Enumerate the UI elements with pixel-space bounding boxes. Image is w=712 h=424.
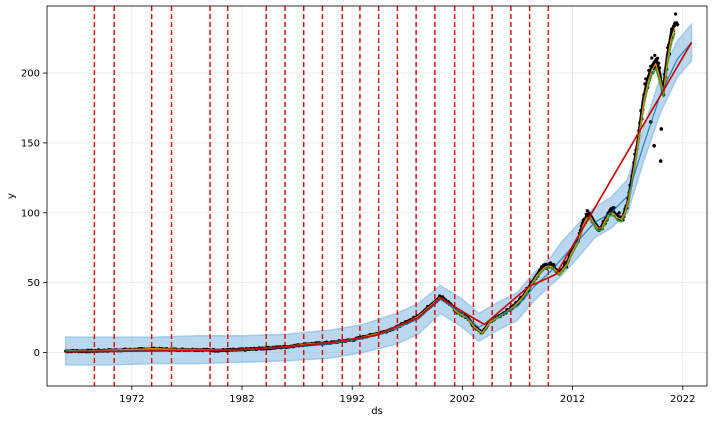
observed-point <box>652 143 656 148</box>
observed-point <box>650 56 654 60</box>
y-tick-label: 100 <box>21 208 40 219</box>
observed-point <box>649 64 653 68</box>
observed-point <box>658 159 663 163</box>
observed-point <box>585 209 589 213</box>
trend-path <box>65 41 693 353</box>
x-tick-label: 2012 <box>560 394 585 405</box>
observed-point <box>674 12 678 16</box>
observed-point <box>676 23 680 27</box>
x-tick-label: 2002 <box>450 394 475 405</box>
y-tick-label: 150 <box>21 138 40 149</box>
component-series-orange <box>65 27 676 352</box>
trend-line <box>65 41 693 353</box>
x-tick-label: 1992 <box>339 394 364 405</box>
x-tick-label: 1972 <box>119 394 144 405</box>
observed-point <box>617 211 621 215</box>
observed-point <box>647 68 651 72</box>
y-axis-ticks: 0 50 100 150 200 <box>21 69 47 359</box>
x-tick-label: 1982 <box>229 394 254 405</box>
observed-point <box>653 53 657 58</box>
observed-point <box>659 127 664 131</box>
observed-point <box>657 61 661 65</box>
x-tick-label: 2022 <box>670 394 695 405</box>
observed-point <box>658 66 662 70</box>
observed-point <box>644 77 648 81</box>
y-tick-label: 50 <box>27 278 40 289</box>
x-axis-ticks: 1972 1982 1992 2002 2012 2022 <box>119 386 695 405</box>
observed-point <box>643 82 647 86</box>
x-axis-label: ds <box>371 406 383 417</box>
observed-point <box>666 46 670 50</box>
observed-point <box>673 23 677 28</box>
grid-lines <box>47 6 707 386</box>
y-tick-label: 0 <box>34 348 40 359</box>
plot-frame <box>46 5 708 387</box>
observed-point <box>584 212 588 216</box>
y-tick-label: 200 <box>21 69 40 80</box>
observed-point <box>656 56 660 60</box>
component-orange-line <box>65 27 676 352</box>
y-axis-label: y <box>6 193 17 199</box>
observed-point <box>544 262 548 266</box>
